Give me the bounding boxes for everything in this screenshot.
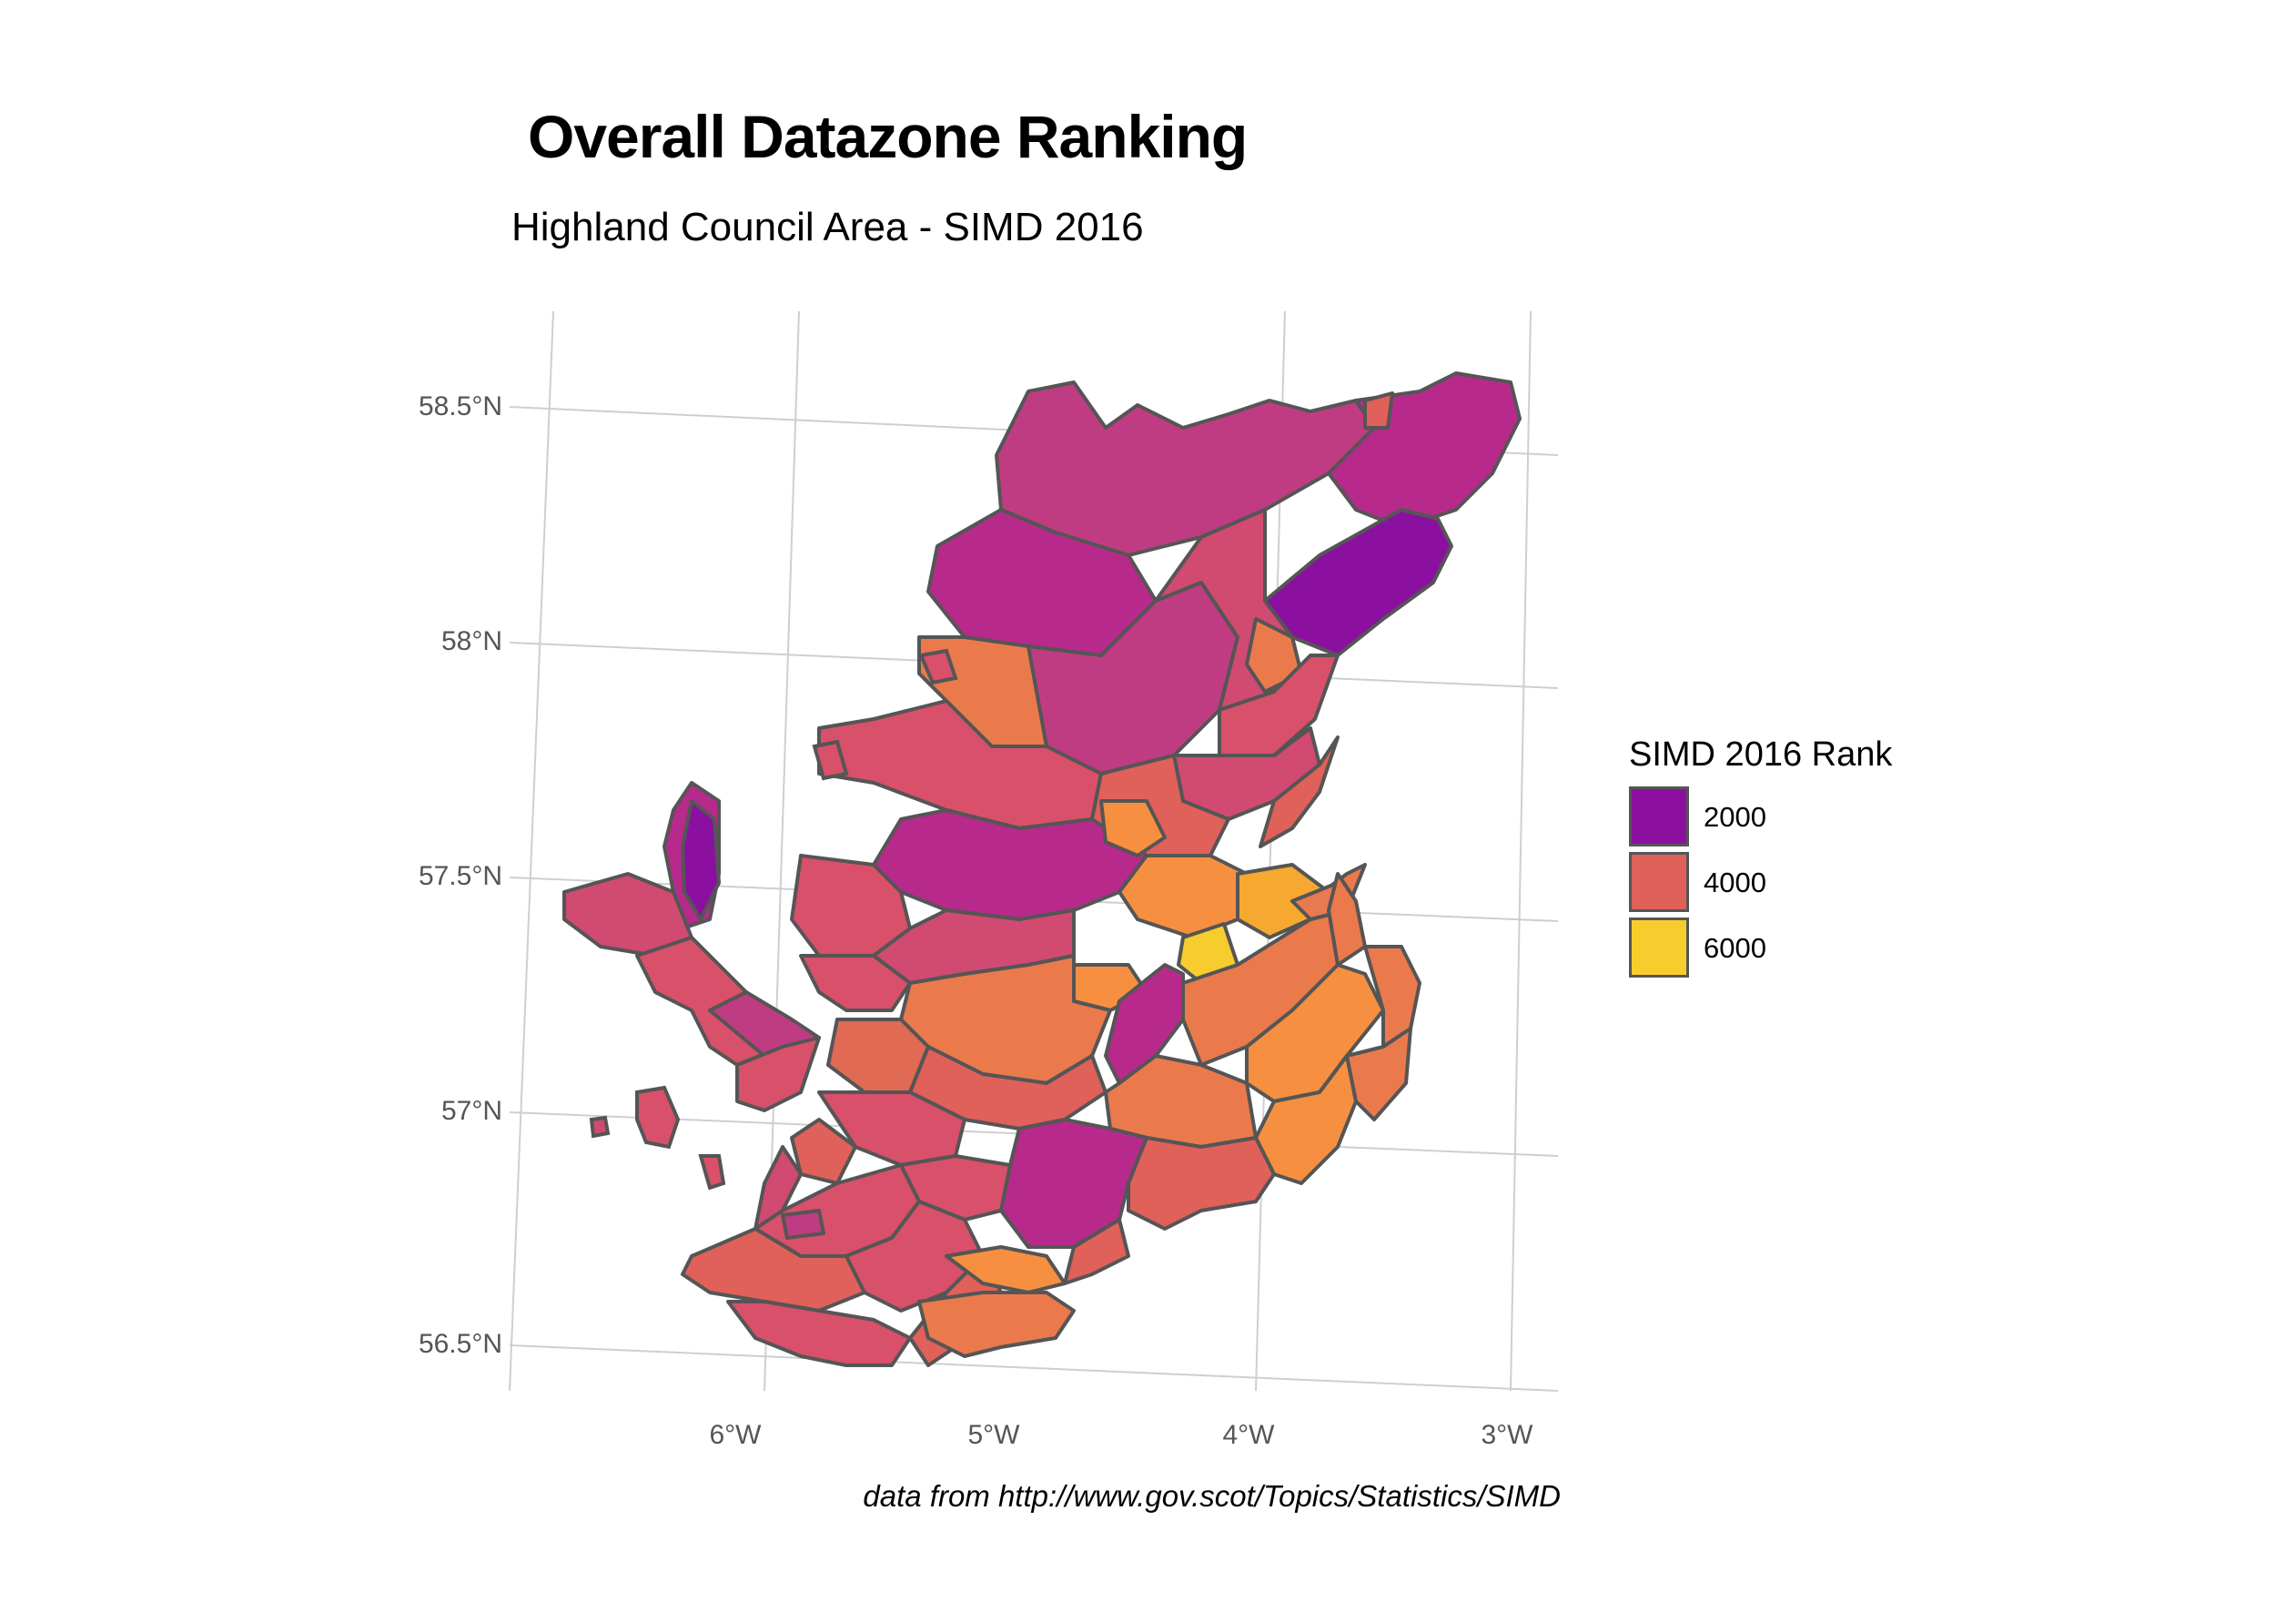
datazone-region [1099,799,1167,857]
datazone-region [1127,1136,1276,1231]
datazone-region [735,1036,821,1112]
lat-label-56-5: 56.5°N [418,1329,502,1359]
gridline-lon-6w [509,310,554,1392]
legend-label-4000: 4000 [1704,867,1766,898]
island [589,1115,611,1139]
datazone-region [917,1291,1076,1358]
lat-label-58: 58°N [440,626,502,656]
datazone-region [1327,371,1522,530]
datazone-region [1245,963,1385,1103]
lon-label-6w: 6°W [709,1420,762,1450]
datazone-region [1118,854,1249,939]
legend-swatch-6000 [1629,917,1689,978]
datazone-region [1104,963,1185,1085]
datazone-region [681,799,721,921]
lat-label-57-5: 57.5°N [418,861,502,891]
datazone-region [726,1300,912,1367]
datazone-region [799,954,912,1012]
datazone-region [790,1118,857,1185]
lat-label-57: 57°N [440,1096,502,1126]
legend-swatch-2000 [1629,786,1689,846]
gridline-lon-3w [1510,310,1532,1392]
datazone-region [999,1118,1148,1249]
island [698,1154,726,1191]
island [812,739,849,781]
datazone-region [1259,735,1340,848]
map-title: Overall Datazone Ranking [528,103,1248,170]
lon-label-3w: 3°W [1481,1420,1533,1450]
island [918,648,958,685]
datazone-region [681,1227,866,1313]
island [635,1085,681,1150]
datazone-region [1263,508,1453,657]
legend-label-6000: 6000 [1704,932,1766,964]
datazone-region [1063,1218,1130,1285]
lon-label-5w: 5°W [967,1420,1020,1450]
lon-label-4w: 4°W [1222,1420,1275,1450]
small-islands [589,648,958,1191]
datazone-region [995,380,1376,557]
data-source-caption: data from http://www.gov.scot/Topics/Sta… [863,1479,1561,1513]
datazone-region [1327,872,1367,967]
legend-label-2000: 2000 [1704,801,1766,833]
datazone-region [908,1045,1108,1130]
legend-swatch-4000 [1629,852,1689,912]
datazone-region [781,1209,825,1240]
datazone-region [1345,1027,1412,1121]
datazone-region [1363,391,1394,430]
legend-title: SIMD 2016 Rank [1629,735,1893,774]
gridline-lat-56-5 [509,1344,1559,1392]
highland-datazones [562,371,1522,1367]
lat-label-58-5: 58.5°N [418,391,502,421]
map-subtitle: Highland Council Area - SIMD 2016 [511,205,1144,249]
